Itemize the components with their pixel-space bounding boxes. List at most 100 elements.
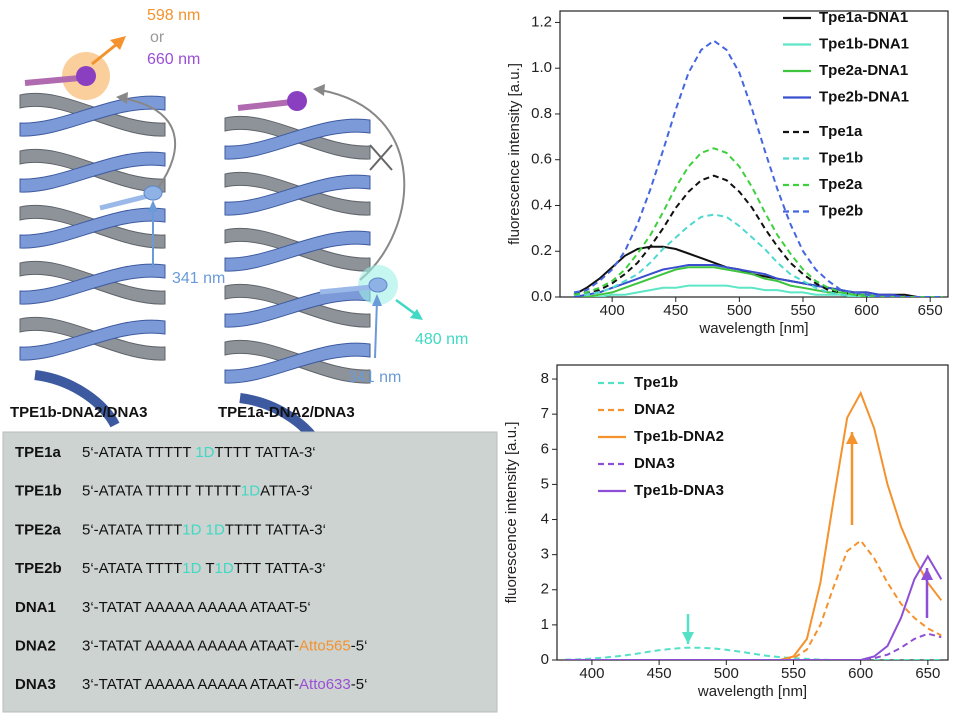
legend-label: Tpe1b-DNA1	[819, 35, 909, 52]
series-line	[574, 266, 943, 297]
y-tick-label: 0.8	[531, 105, 552, 122]
legend-label: Tpe1b-DNA3	[634, 482, 724, 499]
construct-label: TPE1b-DNA2/DNA3	[10, 404, 148, 421]
legend-label: Tpe1b	[634, 374, 678, 391]
linker	[319, 284, 373, 295]
strand-blue	[19, 319, 166, 361]
x-tick-label: 650	[915, 665, 940, 682]
y-tick-label: 8	[541, 370, 549, 387]
strand-blue	[224, 342, 371, 384]
x-axis-label: wavelength [nm]	[698, 320, 808, 337]
arrowhead	[110, 36, 126, 50]
seq-name: DNA3	[15, 676, 56, 693]
y-tick-label: 2	[541, 581, 549, 598]
seq-part: Atto633	[299, 676, 351, 693]
table-rows: TPE1a 5‘-ATATA TTTTT 1DTTTT TATTA-3‘TPE1b…	[15, 444, 367, 693]
y-tick-label: 0.0	[531, 288, 552, 305]
blocked-mark	[369, 144, 393, 171]
plot-frame	[556, 364, 949, 661]
series-line	[574, 213, 943, 297]
x-tick-label: 500	[714, 665, 739, 682]
sequence-table	[2, 431, 498, 713]
y-tick-label: 1.0	[531, 59, 552, 76]
sequence: 5‘-ATATA TTTTT TTTTT1DATTA-3‘	[82, 483, 313, 500]
strand-blue	[19, 263, 166, 305]
x-tick-label: 600	[848, 665, 873, 682]
series-line	[565, 539, 942, 660]
x-tick-label: 400	[600, 302, 625, 319]
strand-blue	[19, 95, 166, 137]
seq-part: TTT TATTA-3‘	[234, 560, 326, 577]
seq-part: T	[201, 560, 214, 577]
seq-part: -5‘	[351, 637, 368, 654]
arrowhead	[116, 92, 128, 104]
sequence: 5‘-ATATA TTTTT 1DTTTT TATTA-3‘	[82, 444, 316, 461]
arrowhead	[846, 432, 858, 444]
legend-label: Tpe2a-DNA1	[819, 62, 908, 79]
legend-label: Tpe1b	[819, 149, 863, 166]
seq-name: DNA1	[15, 599, 56, 616]
seq-part: -5‘	[351, 676, 368, 693]
diagram: 341 nm 598 nm or 660 nm 480 nm 341 nm TP…	[10, 7, 468, 451]
series-line	[573, 174, 943, 297]
strand-blue	[224, 118, 371, 160]
series-line	[574, 284, 943, 297]
seq-part: 1D	[195, 444, 214, 461]
linker	[237, 99, 293, 111]
legend-label: DNA3	[634, 455, 675, 472]
legend-label: Tpe2a	[819, 176, 863, 193]
strand-blue	[224, 174, 371, 216]
seq-name: TPE2a	[15, 521, 62, 538]
transfer-arrow	[319, 89, 406, 281]
legend-label: Tpe2b-DNA1	[819, 88, 909, 105]
y-tick-label: 7	[541, 405, 549, 422]
helices	[19, 93, 371, 451]
strand-blue	[224, 230, 371, 272]
seq-part: TTTT TATTA-3‘	[215, 444, 316, 461]
transfer-arrow	[121, 97, 177, 189]
seq-name: DNA2	[15, 637, 56, 654]
linker	[24, 75, 81, 86]
arrowhead	[313, 84, 325, 96]
sequence: 5‘-ATATA TTTT1D 1DTTTT TATTA-3‘	[82, 521, 326, 538]
legend-label: Tpe1b-DNA2	[634, 428, 724, 445]
seq-part: 1D 1D	[182, 521, 225, 538]
x-tick-label: 400	[579, 665, 604, 682]
seq-part: 1D	[215, 560, 234, 577]
seq-name: TPE1b	[15, 483, 62, 500]
x-axis-label: wavelength [nm]	[697, 683, 807, 700]
linker	[99, 193, 149, 211]
label: 660 nm	[147, 51, 200, 68]
legend-label: DNA2	[634, 401, 675, 418]
plot-frame	[559, 10, 949, 298]
seq-part: 3‘-TATAT AAAAA AAAAA ATAAT-5‘	[82, 599, 311, 616]
series-line	[573, 264, 943, 297]
arrowhead	[372, 294, 382, 306]
seq-part: 1D	[241, 483, 260, 500]
x-tick-label: 600	[854, 302, 879, 319]
sequence: 3‘-TATAT AAAAA AAAAA ATAAT-Atto565-5‘	[82, 637, 367, 654]
seq-part: 3‘-TATAT AAAAA AAAAA ATAAT-	[82, 637, 299, 654]
seq-part: ATTA-3‘	[260, 483, 313, 500]
y-tick-label: 1	[541, 616, 549, 633]
y-axis-label: fluorescence intensity [a.u.]	[503, 422, 520, 604]
x-tick-label: 500	[727, 302, 752, 319]
label: or	[150, 29, 165, 46]
label: 341 nm	[172, 270, 225, 287]
y-tick-label: 1.2	[531, 13, 552, 30]
seq-part: Atto565	[299, 637, 351, 654]
tpe	[143, 185, 163, 201]
y-tick-label: 0.2	[531, 242, 552, 259]
legend-label: Tpe2b	[819, 202, 863, 219]
arrowhead	[148, 200, 158, 212]
series-line	[573, 39, 943, 297]
x-tick-label: 450	[663, 302, 688, 319]
y-axis-label: fluorescence intensity [a.u.]	[506, 63, 523, 245]
series-line	[565, 554, 943, 660]
y-tick-label: 6	[541, 440, 549, 457]
seq-part: 5‘-ATATA TTTTT	[82, 444, 195, 461]
seq-part: 5‘-ATATA TTTTT TTTTT	[82, 483, 241, 500]
construct-label: TPE1a-DNA2/DNA3	[218, 404, 355, 421]
sequence: 3‘-TATAT AAAAA AAAAA ATAAT-Atto633-5‘	[82, 676, 367, 693]
legend-label: Tpe1a-DNA1	[819, 9, 908, 26]
